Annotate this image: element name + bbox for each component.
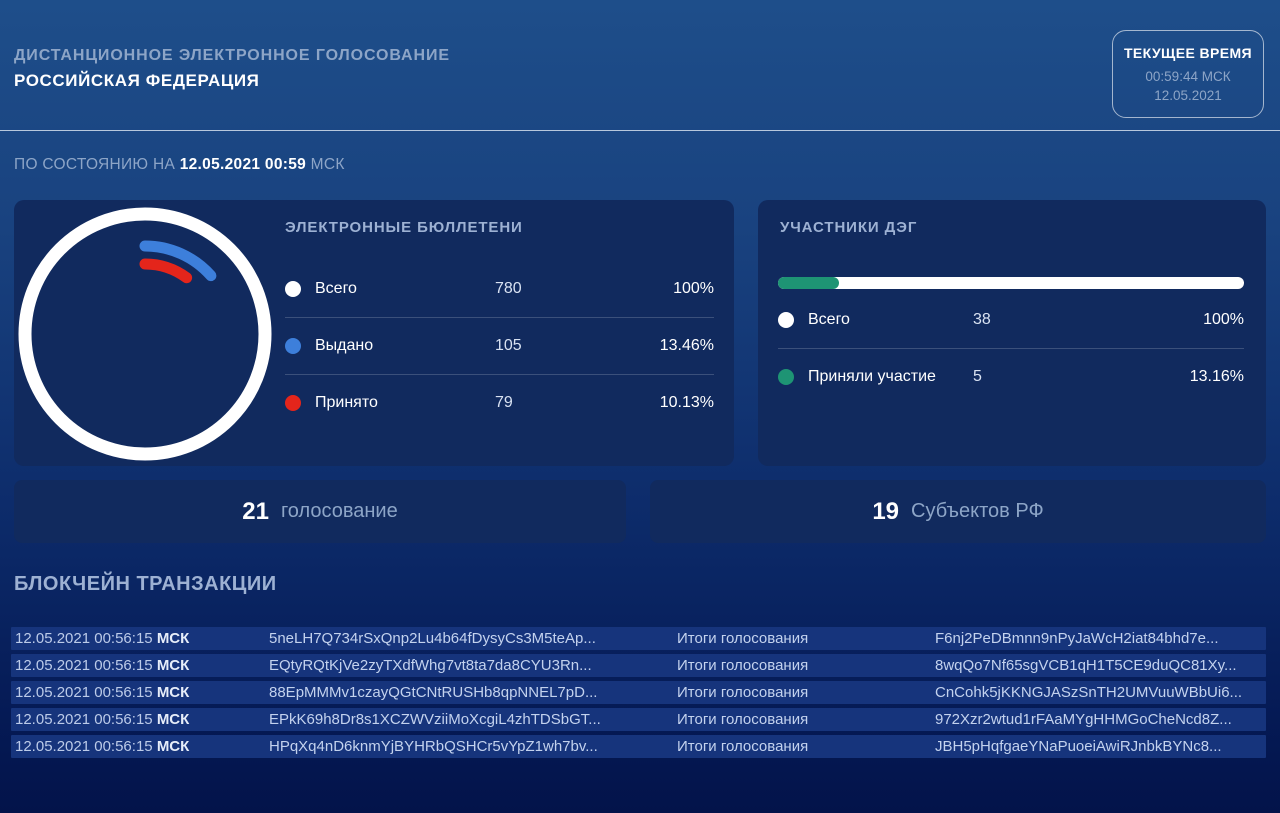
stat-value: 79 <box>495 394 513 411</box>
tx-timezone: МСК <box>156 711 190 728</box>
tx-timestamp: 12.05.2021 00:56:15 МСК <box>11 630 269 647</box>
legend-dot-voted <box>778 369 794 385</box>
donut-total-ring <box>18 207 272 461</box>
table-row: 12.05.2021 00:56:15 МСК 5neLH7Q734rSxQnp… <box>11 627 1266 650</box>
tx-timezone: МСК <box>156 684 190 701</box>
participants-row-voted: Приняли участие 5 13.16% <box>778 349 1244 405</box>
tx-hash: EQtyRQtKjVe2zyTXdfWhg7vt8ta7da8CYU3Rn... <box>269 657 592 674</box>
stat-label: Всего <box>808 311 850 328</box>
participants-card <box>758 200 1266 466</box>
donut-accepted-arc <box>69 258 221 410</box>
tx-timezone: МСК <box>156 630 190 647</box>
tx-hash: 5neLH7Q734rSxQnp2Lu4b64fDysyCs3M5teAp... <box>269 630 596 647</box>
tx-result-hash: F6nj2PeDBmnn9nPyJaWcH2iat84bhd7e... <box>935 630 1219 647</box>
tx-type: Итоги голосования <box>677 711 809 728</box>
blockchain-section-title: БЛОКЧЕЙН ТРАНЗАКЦИИ <box>14 573 277 595</box>
ballots-stats: Всего 780 100% Выдано 105 13.46% Принято… <box>285 261 714 431</box>
tx-result-hash: CnCohk5jKKNGJASzSnTH2UMVuuWBbUi6... <box>935 684 1243 701</box>
stat-label: Приняли участие <box>808 368 936 385</box>
stat-value: 5 <box>973 368 982 385</box>
tx-timezone: МСК <box>156 657 190 674</box>
tx-type: Итоги голосования <box>677 657 809 674</box>
stat-percent: 100% <box>1203 311 1244 328</box>
tx-hash: EPkK69h8Dr8s1XCZWVziiMoXcgiL4zhTDSbGT... <box>269 711 601 728</box>
stat-percent: 13.16% <box>1189 368 1244 385</box>
participants-stats: Всего 38 100% Приняли участие 5 13.16% <box>778 292 1244 405</box>
legend-dot-issued <box>285 338 301 354</box>
donut-issued-arc <box>51 240 239 428</box>
table-row: 12.05.2021 00:56:15 МСК HPqXq4nD6knmYjBY… <box>11 735 1266 758</box>
votings-label: голосование <box>280 500 398 522</box>
stat-value: 105 <box>495 337 522 354</box>
tx-timestamp: 12.05.2021 00:56:15 МСК <box>11 711 269 728</box>
stat-value: 780 <box>495 280 522 297</box>
ballots-row-issued: Выдано 105 13.46% <box>285 318 714 375</box>
header-divider <box>0 130 1280 131</box>
stat-percent: 10.13% <box>659 394 714 411</box>
table-row: 12.05.2021 00:56:15 МСК EQtyRQtKjVe2zyTX… <box>11 654 1266 677</box>
clock-date: 12.05.2021 <box>1154 88 1222 103</box>
table-row: 12.05.2021 00:56:15 МСК 88EpMMMv1czayQGt… <box>11 681 1266 704</box>
legend-dot-total <box>285 281 301 297</box>
participants-card-title: УЧАСТНИКИ ДЭГ <box>780 219 918 236</box>
tx-type: Итоги голосования <box>677 630 809 647</box>
stat-percent: 13.46% <box>659 337 714 354</box>
tx-timezone: МСК <box>156 738 190 755</box>
status-line: ПО СОСТОЯНИЮ НА 12.05.2021 00:59 МСК <box>14 156 345 174</box>
app-title: ДИСТАНЦИОННОЕ ЭЛЕКТРОННОЕ ГОЛОСОВАНИЕ <box>14 47 450 64</box>
stat-percent: 100% <box>673 280 714 297</box>
legend-dot-accepted <box>285 395 301 411</box>
tx-timestamp: 12.05.2021 00:56:15 МСК <box>11 684 269 701</box>
stat-value: 38 <box>973 311 991 328</box>
tx-datetime: 12.05.2021 00:56:15 <box>15 657 153 674</box>
tx-hash: 88EpMMMv1czayQGtCNtRUSHb8qpNNEL7pD... <box>269 684 598 701</box>
tx-type: Итоги голосования <box>677 684 809 701</box>
current-time-box: ТЕКУЩЕЕ ВРЕМЯ 00:59:44 МСК 12.05.2021 <box>1112 30 1264 118</box>
status-suffix: МСК <box>306 156 345 173</box>
tx-datetime: 12.05.2021 00:56:15 <box>15 630 153 647</box>
ballots-card-title: ЭЛЕКТРОННЫЕ БЮЛЛЕТЕНИ <box>285 219 523 236</box>
tx-result-hash: JBH5pHqfgaeYNaPuoeiAwiRJnbkBYNc8... <box>935 738 1222 755</box>
tx-datetime: 12.05.2021 00:56:15 <box>15 711 153 728</box>
participants-progress-bar <box>778 277 1244 289</box>
regions-label: Субъектов РФ <box>911 500 1044 522</box>
tx-timestamp: 12.05.2021 00:56:15 МСК <box>11 738 269 755</box>
status-datetime: 12.05.2021 00:59 <box>179 156 307 173</box>
table-row: 12.05.2021 00:56:15 МСК EPkK69h8Dr8s1XCZ… <box>11 708 1266 731</box>
ballots-row-accepted: Принято 79 10.13% <box>285 375 714 431</box>
ballots-donut-chart <box>18 207 272 461</box>
legend-dot-total <box>778 312 794 328</box>
tx-result-hash: 8wqQo7Nf65sgVCB1qH1T5CE9duQC81Xy... <box>935 657 1237 674</box>
stat-label: Всего <box>315 280 357 297</box>
participants-progress-fill <box>778 277 840 289</box>
app-subtitle: РОССИЙСКАЯ ФЕДЕРАЦИЯ <box>14 71 260 90</box>
votings-count: 21 <box>242 497 269 525</box>
votings-counter: 21 голосование <box>14 480 626 543</box>
tx-datetime: 12.05.2021 00:56:15 <box>15 738 153 755</box>
regions-counter: 19 Субъектов РФ <box>650 480 1266 543</box>
tx-hash: HPqXq4nD6knmYjBYHRbQSHCr5vYpZ1wh7bv... <box>269 738 598 755</box>
regions-count: 19 <box>872 497 900 525</box>
status-prefix: ПО СОСТОЯНИЮ НА <box>14 156 180 173</box>
tx-type: Итоги голосования <box>677 738 809 755</box>
stat-label: Принято <box>315 394 378 411</box>
clock-time: 00:59:44 МСК <box>1145 69 1231 84</box>
ballots-row-total: Всего 780 100% <box>285 261 714 318</box>
blockchain-transactions-table: 12.05.2021 00:56:15 МСК 5neLH7Q734rSxQnp… <box>11 627 1266 762</box>
clock-label: ТЕКУЩЕЕ ВРЕМЯ <box>1123 45 1253 61</box>
ballots-card <box>14 200 734 466</box>
stat-label: Выдано <box>315 337 374 354</box>
tx-timestamp: 12.05.2021 00:56:15 МСК <box>11 657 269 674</box>
tx-result-hash: 972Xzr2wtud1rFAaMYgHHMGoCheNcd8Z... <box>935 711 1232 728</box>
tx-datetime: 12.05.2021 00:56:15 <box>15 684 153 701</box>
participants-row-total: Всего 38 100% <box>778 292 1244 349</box>
